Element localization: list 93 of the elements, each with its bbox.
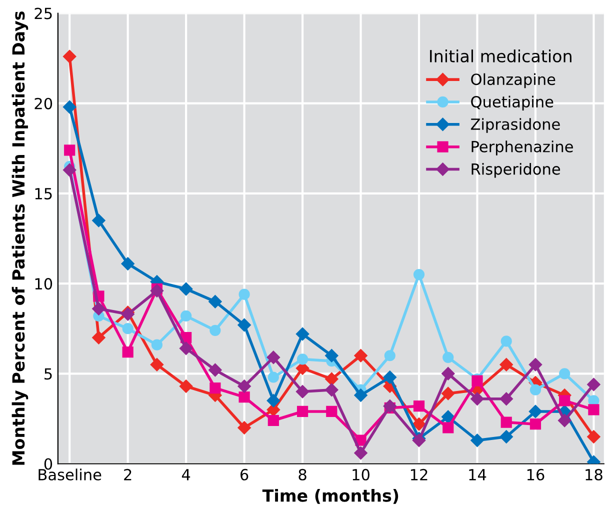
- point: [296, 406, 308, 418]
- point: [326, 406, 338, 418]
- point: [266, 394, 280, 408]
- point: [238, 392, 250, 403]
- point: [268, 414, 279, 426]
- point: [442, 367, 455, 380]
- point: [266, 350, 280, 364]
- point: [92, 331, 106, 344]
- point: [121, 257, 134, 270]
- point: [296, 327, 310, 341]
- x-tick-label: 8: [298, 468, 306, 480]
- point: [500, 336, 512, 347]
- point: [208, 363, 222, 377]
- legend-title: Initial medication: [430, 50, 572, 62]
- point: [354, 388, 368, 402]
- point: [92, 302, 106, 316]
- point: [442, 386, 455, 400]
- point: [354, 349, 368, 362]
- point: [442, 352, 454, 363]
- point: [528, 358, 542, 372]
- point: [500, 416, 512, 428]
- point: [587, 378, 600, 392]
- x-tick-label: 2: [124, 468, 132, 480]
- point: [325, 349, 338, 362]
- point: [63, 50, 76, 64]
- point: [325, 383, 338, 396]
- point: [470, 392, 484, 406]
- point: [530, 384, 542, 396]
- point: [383, 400, 396, 413]
- x-tick-label: Baseline: [38, 468, 102, 480]
- x-tick-label: 10: [352, 468, 370, 480]
- point: [122, 346, 134, 358]
- point: [384, 350, 396, 362]
- point: [63, 100, 76, 114]
- point: [63, 163, 76, 177]
- point: [442, 422, 454, 434]
- point: [325, 372, 338, 386]
- point: [500, 430, 513, 444]
- point: [238, 421, 251, 434]
- point: [296, 385, 310, 398]
- legend-label: Risperidone: [472, 162, 560, 178]
- point: [354, 446, 368, 460]
- legend-label: Quetiapine: [471, 96, 554, 111]
- point: [588, 404, 600, 416]
- y-tick-label: 25: [34, 8, 52, 20]
- point: [238, 380, 251, 393]
- point: [180, 310, 192, 322]
- point: [208, 294, 222, 308]
- x-tick-label: 4: [182, 469, 190, 480]
- point: [530, 418, 542, 430]
- point: [296, 354, 308, 365]
- point: [92, 214, 106, 228]
- point: [528, 404, 542, 418]
- point: [413, 268, 425, 280]
- x-axis-title: Time (months): [262, 488, 398, 504]
- x-tick-label: 12: [410, 468, 428, 480]
- point: [64, 144, 76, 156]
- point: [559, 368, 570, 380]
- point: [238, 318, 251, 332]
- y-tick-label: 10: [35, 278, 52, 290]
- x-tick-label: 16: [527, 468, 544, 480]
- point: [587, 430, 600, 444]
- point: [150, 284, 164, 298]
- point: [558, 414, 572, 428]
- point: [442, 410, 455, 424]
- y-tick-label: 5: [44, 368, 52, 380]
- point: [122, 323, 134, 334]
- x-tick-label: 6: [240, 468, 248, 480]
- point: [470, 434, 484, 447]
- point: [179, 380, 193, 393]
- point: [413, 400, 425, 412]
- point: [500, 358, 513, 372]
- point: [559, 395, 570, 406]
- point: [210, 382, 221, 394]
- point: [151, 339, 163, 350]
- point: [500, 392, 513, 406]
- y-tick-label: 0: [44, 458, 52, 470]
- x-tick-label: 18: [586, 468, 602, 480]
- y-tick-label: 20: [34, 98, 52, 110]
- x-tick-label: 14: [469, 469, 486, 480]
- point: [268, 372, 279, 383]
- y-tick-label: 15: [35, 188, 52, 200]
- point: [179, 282, 193, 296]
- point: [179, 342, 193, 356]
- legend-label: Olanzapine: [471, 73, 556, 88]
- y-axis-title: Monthly Percent of Patients With Inpatient Days: [12, 11, 28, 465]
- point: [150, 358, 164, 372]
- point: [238, 288, 250, 300]
- point: [412, 418, 426, 431]
- point: [210, 324, 221, 336]
- point: [383, 370, 396, 384]
- legend-label: Ziprasidone: [470, 118, 560, 133]
- legend-label: Perphenazine: [472, 140, 573, 156]
